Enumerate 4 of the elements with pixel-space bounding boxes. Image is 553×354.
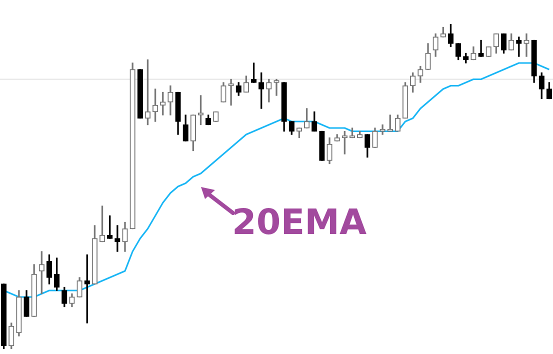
candlestick [524, 33, 530, 57]
candlestick [274, 78, 280, 96]
annotation: 20EMA [232, 203, 367, 243]
candlestick [478, 40, 484, 57]
